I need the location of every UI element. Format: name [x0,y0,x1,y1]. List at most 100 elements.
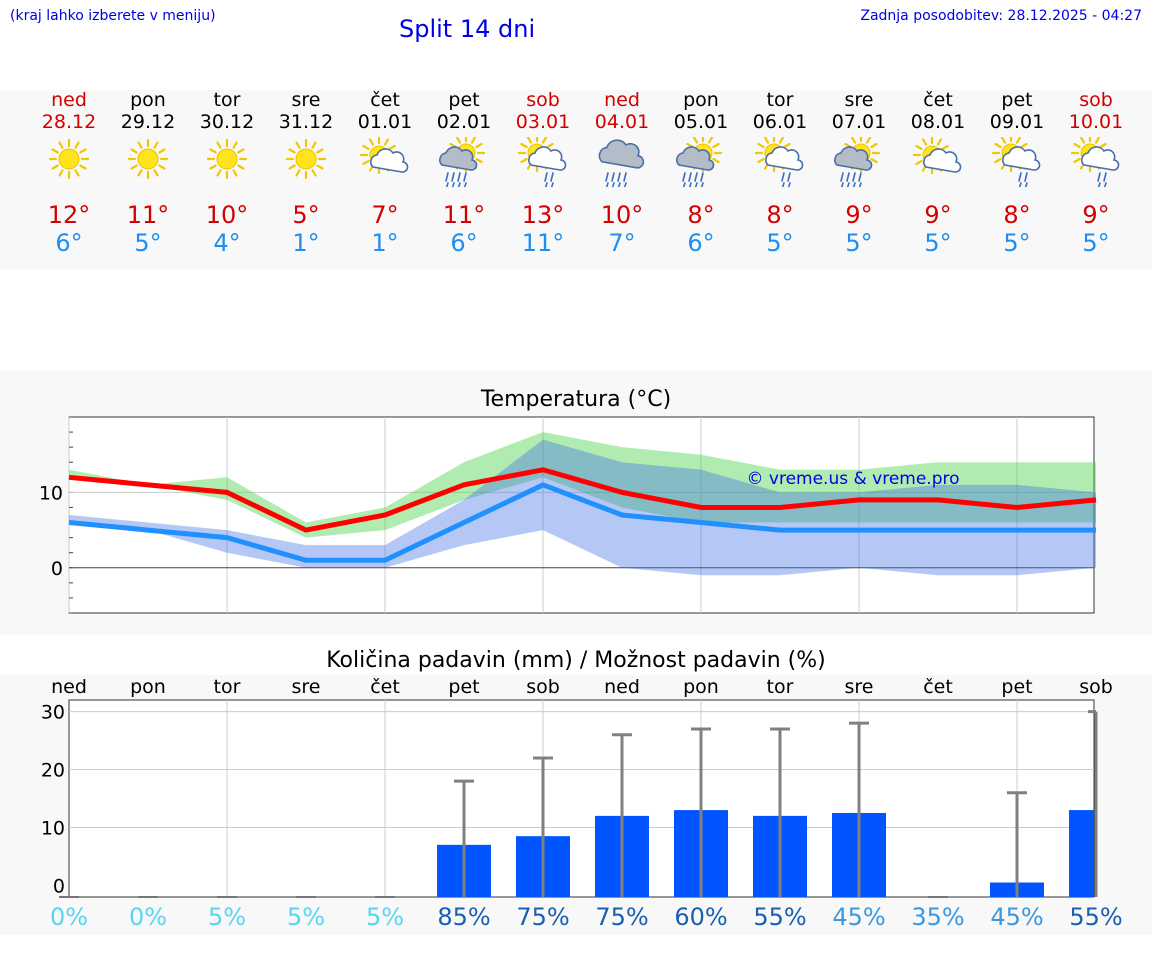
day-name: pet [448,89,480,111]
min-temp: 6° [687,229,715,257]
temp-chart-title: Temperatura (°C) [480,387,672,412]
sun-cloud-icon [345,133,425,201]
min-temp: 7° [608,229,636,257]
min-temp: 4° [213,229,241,257]
precip-tick-label: 20 [41,760,65,782]
day-name: ned [604,89,640,111]
precip-day-label: pon [683,676,719,698]
precip-day-label: čet [923,676,953,698]
forecast-day: tor 06.01 8° 5° [740,89,820,257]
day-date: 05.01 [673,111,729,133]
max-temp: 8° [766,201,794,229]
precip-chance: 35% [911,903,965,931]
max-temp: 8° [687,201,715,229]
precip-chance: 75% [595,903,649,931]
min-temp: 1° [371,229,399,257]
sun-cloud-light-rain-icon [977,133,1057,201]
min-temp-line [68,482,1096,563]
precip-chance: 55% [753,903,807,931]
precip-tick-label: 0 [53,875,65,897]
precip-day-label: tor [767,676,794,698]
day-date: 09.01 [989,111,1045,133]
forecast-day: sob 10.01 9° 5° [1056,89,1136,257]
sun-cloud-heavy-rain-icon [661,133,741,201]
precip-plot-area [68,699,1095,898]
sun-cloud-light-rain-icon [503,133,583,201]
day-date: 10.01 [1068,111,1124,133]
day-name: pon [683,89,719,111]
min-temp: 5° [134,229,162,257]
last-update: Zadnja posodobitev: 28.12.2025 - 04:27 [860,8,1142,24]
forecast-day: ned 28.12 12° 6° [29,89,109,257]
day-name: sre [844,89,874,111]
day-date: 31.12 [278,111,334,133]
max-temp: 10° [600,201,644,229]
sun-icon [29,133,109,201]
precip-chance: 55% [1069,903,1123,931]
min-temp: 5° [1082,229,1110,257]
precip-day-label: tor [214,676,241,698]
day-name: pet [1001,89,1033,111]
day-name: tor [213,89,241,111]
precip-tick-label: 30 [41,702,65,724]
day-name: pon [130,89,166,111]
forecast-day: ned 04.01 10° 7° [582,89,662,257]
day-name: čet [923,89,953,111]
forecast-day: čet 01.01 7° 1° [345,89,425,257]
max-temp: 9° [845,201,873,229]
cloud-heavy-rain-icon [582,133,662,201]
min-temp: 5° [1003,229,1031,257]
temp-plot-area [68,416,1095,614]
day-date: 01.01 [357,111,413,133]
temp-tick-label: 0 [51,558,63,580]
precip-chance: 0% [128,903,168,931]
day-name: sob [526,89,560,111]
forecast-day: čet 08.01 9° 5° [898,89,978,257]
precip-day-label: sob [526,676,560,698]
max-temp: 11° [442,201,486,229]
precip-bar [1069,810,1094,897]
forecast-day: sre 31.12 5° 1° [266,89,346,257]
sun-cloud-heavy-rain-icon [424,133,504,201]
max-temp: 5° [292,201,320,229]
precip-chance: 45% [832,903,886,931]
precip-chance: 60% [674,903,728,931]
forecast-day: pon 29.12 11° 5° [108,89,188,257]
forecast-day: pet 09.01 8° 5° [977,89,1057,257]
precip-day-label: ned [51,676,87,698]
precip-day-label: pet [448,676,479,698]
precip-chance: 45% [990,903,1044,931]
temp-tick-label: 10 [39,482,63,504]
precip-chart-title: Količina padavin (mm) / Možnost padavin … [326,648,826,673]
day-date: 28.12 [41,111,97,133]
min-temp: 6° [450,229,478,257]
precip-chance: 5% [207,903,247,931]
sun-icon [266,133,346,201]
day-date: 30.12 [199,111,255,133]
forecast-day: sre 07.01 9° 5° [819,89,899,257]
day-date: 29.12 [120,111,176,133]
max-temp: 11° [126,201,170,229]
precip-day-label: sre [845,676,874,698]
day-name: sob [1079,89,1113,111]
min-temp-range [69,439,1096,576]
forecast-day: sob 03.01 13° 11° [503,89,583,257]
day-name: ned [51,89,87,111]
day-date: 08.01 [910,111,966,133]
max-temp-range [69,432,1096,538]
min-temp: 5° [766,229,794,257]
sun-cloud-heavy-rain-icon [819,133,899,201]
day-date: 03.01 [515,111,571,133]
forecast-day: pet 02.01 11° 6° [424,89,504,257]
precip-day-label: pet [1001,676,1032,698]
sun-cloud-light-rain-icon [1056,133,1136,201]
day-name: tor [766,89,794,111]
min-temp: 6° [55,229,83,257]
precip-day-label: ned [604,676,640,698]
sun-icon [108,133,188,201]
menu-hint: (kraj lahko izberete v meniju) [10,8,216,24]
precip-chance: 5% [365,903,405,931]
min-temp: 1° [292,229,320,257]
